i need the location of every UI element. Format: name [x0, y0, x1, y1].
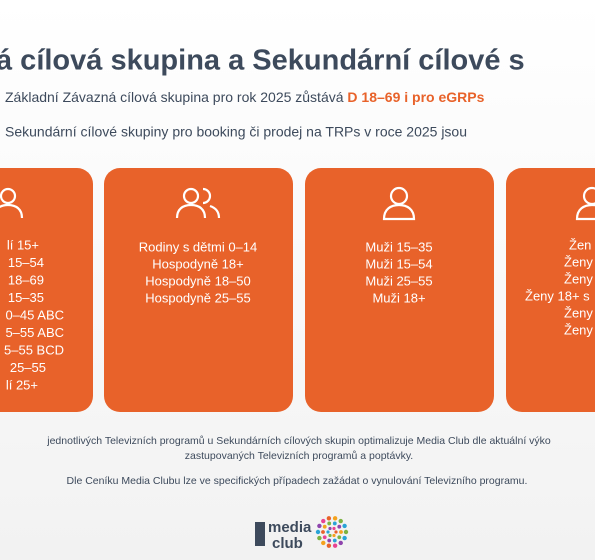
logo-dot	[343, 529, 349, 535]
logo-dot	[322, 524, 327, 529]
logo-mark	[255, 522, 265, 546]
card-line: Ženy 18+ s	[525, 288, 590, 303]
logo-dot	[326, 543, 332, 548]
logo-dot	[338, 518, 343, 524]
card-line: 18–69	[8, 272, 44, 287]
card-line: 5–55 ABC	[5, 325, 64, 340]
logo-dot	[332, 516, 338, 521]
logo-dot	[327, 538, 332, 543]
footer-note: jednotlivých Televizních programů u Seku…	[46, 435, 551, 447]
card-line: Hospodyně 18+	[152, 256, 243, 271]
logo-dot	[321, 530, 325, 534]
logo-dot	[337, 535, 342, 540]
logo-dot	[332, 521, 337, 526]
intro: Základní Závazná cílová skupina pro rok …	[5, 89, 485, 105]
footer-note: zastupovaných Televizních programů a pop…	[185, 450, 413, 462]
card-line: Ženy	[564, 305, 593, 320]
logo-dot	[326, 530, 330, 534]
logo-dot	[338, 540, 343, 546]
group-icon	[175, 187, 221, 219]
card-line: 5–55 BCD	[4, 342, 64, 357]
card	[104, 168, 293, 412]
card-line: 15–35	[8, 290, 44, 305]
card-line: Muži 25–55	[365, 273, 432, 288]
logo-dot	[342, 523, 347, 529]
card-line: Žen	[569, 237, 591, 252]
card-line: 0–45 ABC	[5, 307, 64, 322]
person-icon	[382, 186, 416, 221]
logo-dot	[321, 540, 326, 546]
logo-dot	[317, 523, 322, 529]
logo-dot	[334, 530, 338, 534]
logo-dot	[321, 518, 326, 524]
logo-text: club	[272, 535, 303, 552]
logo-dot	[315, 529, 321, 535]
card-line: Hospodyně 18–50	[145, 273, 251, 288]
logo-dot	[332, 543, 338, 548]
logo-dot	[317, 535, 322, 541]
card-line: Rodiny s dětmi 0–14	[139, 239, 258, 254]
card	[0, 168, 93, 412]
card-line: lí 15+	[7, 237, 39, 252]
logo-dot	[332, 526, 336, 531]
logo-dots	[315, 516, 349, 548]
card-line: lí 25+	[6, 377, 38, 392]
card-line: Hospodyně 25–55	[145, 290, 251, 305]
card	[305, 168, 494, 412]
card-line: Ženy	[564, 254, 593, 269]
card-line: Muži 15–54	[365, 256, 432, 271]
logo-dot	[339, 530, 343, 534]
title: á cílová skupina a Sekundární cílové s	[0, 45, 525, 77]
logo-dot	[328, 533, 332, 538]
logo-text: media	[268, 519, 312, 536]
logo-dot	[322, 535, 327, 540]
logo-dot	[332, 538, 337, 543]
logo-dot	[342, 535, 347, 541]
card-line: Muži 18+	[372, 290, 425, 305]
footer-note: Dle Ceníku Media Clubu lze ve specifický…	[67, 475, 528, 487]
logo-dot	[326, 516, 332, 521]
logo-dot	[327, 521, 332, 526]
logo-dot	[328, 526, 332, 531]
card-line: Ženy	[564, 271, 593, 286]
logo-dot	[332, 533, 336, 538]
card-line: Ženy	[564, 322, 593, 337]
card-line: 25–55	[10, 360, 46, 375]
card	[506, 168, 595, 412]
card-line: 15–54	[8, 255, 44, 270]
logo-dot	[337, 524, 342, 529]
group-icon	[0, 187, 24, 219]
person-icon	[575, 186, 595, 221]
card-line: Muži 15–35	[365, 239, 432, 254]
subtitle: Sekundární cílové skupiny pro booking či…	[5, 124, 467, 140]
